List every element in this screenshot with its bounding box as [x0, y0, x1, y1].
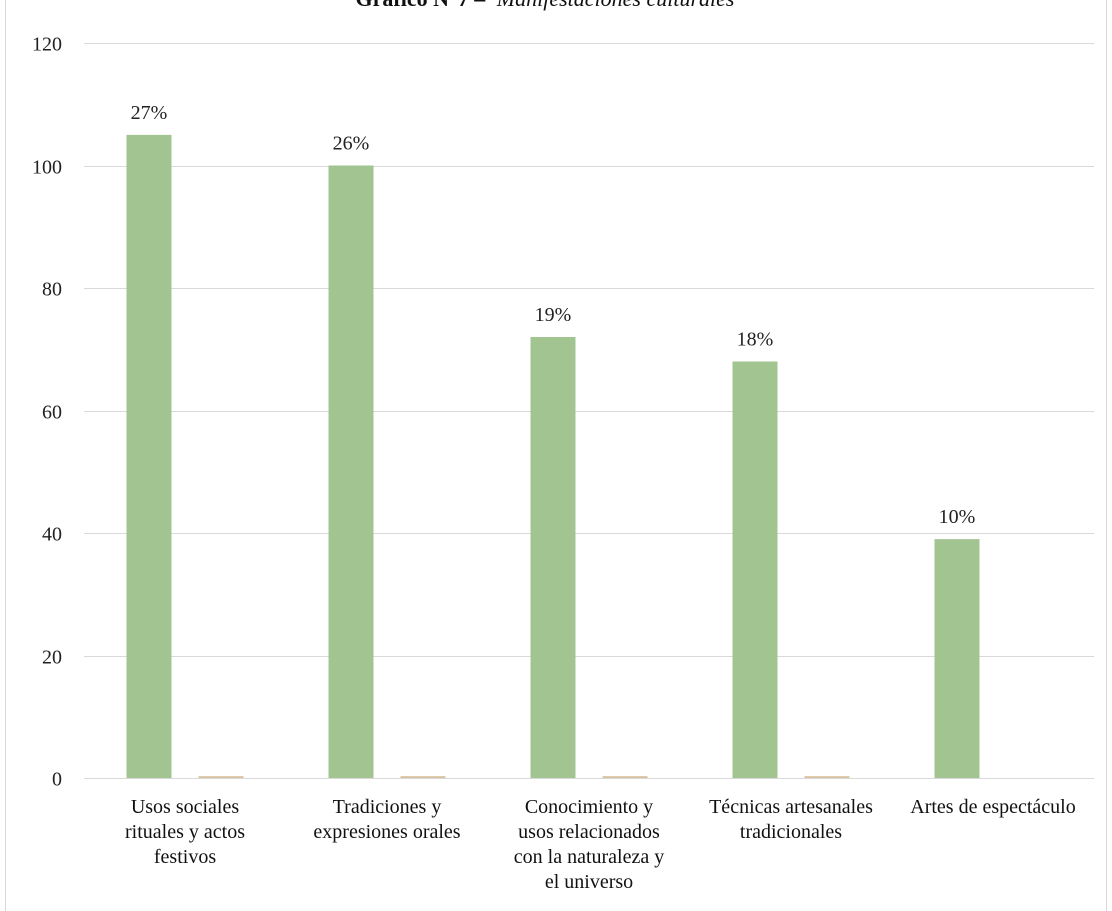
category-label: Técnicas artesanales tradicionales — [709, 796, 873, 843]
gridlines — [84, 43, 1094, 779]
category-label: Tradiciones y expresiones orales — [313, 796, 460, 843]
bar-series-2-category-2 — [400, 776, 446, 778]
y-tick-label: 80 — [42, 279, 62, 301]
y-axis-tick-labels: 0 20 40 60 80 100 120 — [32, 34, 62, 791]
bar-series-2-category-1 — [198, 776, 244, 778]
y-tick-label: 60 — [42, 402, 62, 424]
bar-series-1-category-3 — [530, 337, 576, 778]
chart-title-main: Manifestaciones culturales — [496, 0, 735, 11]
y-tick-label: 120 — [32, 34, 62, 56]
bar-series-2-category-3 — [602, 776, 648, 778]
chart-title: Gráfico N°7 – Manifestaciones culturales — [356, 0, 735, 11]
category-labels: Usos sociales rituales y actos festivos Tra… — [125, 796, 1076, 893]
data-label: 26% — [333, 133, 370, 155]
bar-series-1-category-1 — [126, 134, 172, 778]
chart-border — [5, 0, 1107, 911]
category-label: Conocimiento y usos relacionados con la na… — [514, 796, 664, 893]
bar-series-1-category-4 — [732, 361, 778, 778]
y-tick-label: 0 — [52, 769, 62, 791]
data-labels: 27% 26% 19% 18% 10% — [131, 102, 976, 528]
data-label: 18% — [737, 329, 774, 351]
y-tick-label: 100 — [32, 157, 62, 179]
bar-series-1-category-2 — [328, 165, 374, 778]
data-label: 10% — [939, 506, 976, 528]
bar-series-2-category-4 — [804, 776, 850, 778]
chart-title-prefix: Gráfico N°7 – — [356, 0, 487, 11]
y-tick-label: 20 — [42, 647, 62, 669]
data-label: 27% — [131, 102, 168, 124]
category-label: Artes de espectáculo — [910, 796, 1075, 818]
bar-series-1-category-5 — [934, 539, 980, 778]
data-label: 19% — [535, 304, 572, 326]
bars — [126, 134, 980, 778]
y-tick-label: 40 — [42, 524, 62, 546]
category-label: Usos sociales rituales y actos festivos — [125, 796, 245, 868]
